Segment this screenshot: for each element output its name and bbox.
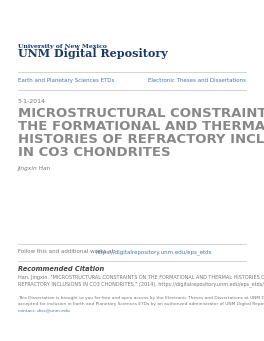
Text: IN CO3 CHONDRITES: IN CO3 CHONDRITES	[18, 146, 171, 159]
Text: This Dissertation is brought to you for free and open access by the Electronic T: This Dissertation is brought to you for …	[18, 296, 264, 300]
Text: https://digitalrepository.unm.edu/eps_etds: https://digitalrepository.unm.edu/eps_et…	[95, 249, 211, 255]
Text: Jingxin Han: Jingxin Han	[18, 166, 51, 171]
Text: REFRACTORY INCLUSIONS IN CO3 CHONDRITES." (2014). https://digitalrepository.unm.: REFRACTORY INCLUSIONS IN CO3 CHONDRITES.…	[18, 281, 264, 287]
Text: Recommended Citation: Recommended Citation	[18, 266, 104, 272]
Text: contact: disc@unm.edu.: contact: disc@unm.edu.	[18, 308, 71, 312]
Text: Earth and Planetary Sciences ETDs: Earth and Planetary Sciences ETDs	[18, 78, 114, 83]
Text: Follow this and additional works at:: Follow this and additional works at:	[18, 249, 117, 254]
Text: THE FORMATIONAL AND THERMAL: THE FORMATIONAL AND THERMAL	[18, 120, 264, 133]
Text: Han, Jingxin. "MICROSTRUCTURAL CONSTRAINTS ON THE FORMATIONAL AND THERMAL HISTOR: Han, Jingxin. "MICROSTRUCTURAL CONSTRAIN…	[18, 275, 264, 280]
Text: MICROSTRUCTURAL CONSTRAINTS ON: MICROSTRUCTURAL CONSTRAINTS ON	[18, 107, 264, 120]
Text: University of New Mexico: University of New Mexico	[18, 44, 107, 49]
Text: Electronic Theses and Dissertations: Electronic Theses and Dissertations	[148, 78, 246, 83]
Text: HISTORIES OF REFRACTORY INCLUSIONS: HISTORIES OF REFRACTORY INCLUSIONS	[18, 133, 264, 146]
Text: UNM Digital Repository: UNM Digital Repository	[18, 48, 168, 59]
Text: 5-1-2014: 5-1-2014	[18, 99, 46, 104]
Text: accepted for inclusion in Earth and Planetary Sciences ETDs by an authorized adm: accepted for inclusion in Earth and Plan…	[18, 302, 264, 306]
